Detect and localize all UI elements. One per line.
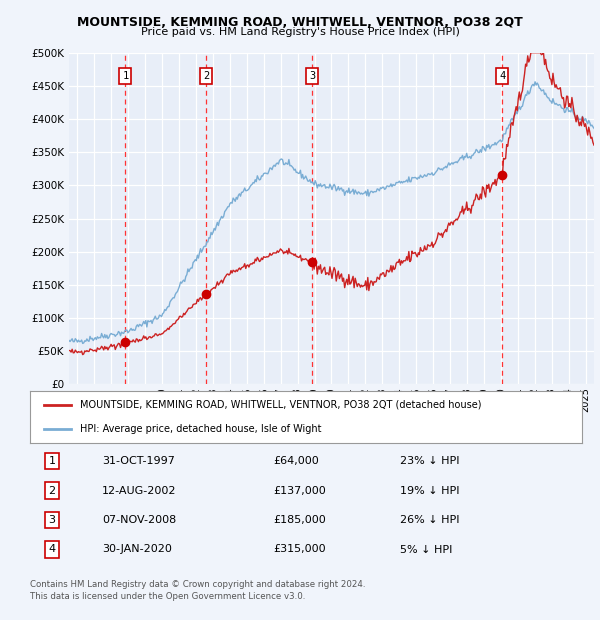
Text: Contains HM Land Registry data © Crown copyright and database right 2024.: Contains HM Land Registry data © Crown c… <box>30 580 365 589</box>
Text: HPI: Average price, detached house, Isle of Wight: HPI: Average price, detached house, Isle… <box>80 424 321 434</box>
Text: £64,000: £64,000 <box>273 456 319 466</box>
Text: 2: 2 <box>203 71 209 81</box>
Text: 4: 4 <box>49 544 56 554</box>
Text: MOUNTSIDE, KEMMING ROAD, WHITWELL, VENTNOR, PO38 2QT (detached house): MOUNTSIDE, KEMMING ROAD, WHITWELL, VENTN… <box>80 400 481 410</box>
Text: 31-OCT-1997: 31-OCT-1997 <box>102 456 175 466</box>
Text: 12-AUG-2002: 12-AUG-2002 <box>102 485 176 495</box>
Text: Price paid vs. HM Land Registry's House Price Index (HPI): Price paid vs. HM Land Registry's House … <box>140 27 460 37</box>
Text: 2: 2 <box>49 485 56 495</box>
Text: 1: 1 <box>122 71 128 81</box>
Text: £185,000: £185,000 <box>273 515 326 525</box>
Text: £315,000: £315,000 <box>273 544 326 554</box>
Text: 26% ↓ HPI: 26% ↓ HPI <box>400 515 460 525</box>
Text: £137,000: £137,000 <box>273 485 326 495</box>
Text: This data is licensed under the Open Government Licence v3.0.: This data is licensed under the Open Gov… <box>30 592 305 601</box>
Text: 3: 3 <box>309 71 315 81</box>
Text: 4: 4 <box>499 71 505 81</box>
Text: 1: 1 <box>49 456 56 466</box>
Text: 19% ↓ HPI: 19% ↓ HPI <box>400 485 460 495</box>
Text: 23% ↓ HPI: 23% ↓ HPI <box>400 456 460 466</box>
Text: 3: 3 <box>49 515 56 525</box>
Text: 5% ↓ HPI: 5% ↓ HPI <box>400 544 452 554</box>
Text: 30-JAN-2020: 30-JAN-2020 <box>102 544 172 554</box>
Text: MOUNTSIDE, KEMMING ROAD, WHITWELL, VENTNOR, PO38 2QT: MOUNTSIDE, KEMMING ROAD, WHITWELL, VENTN… <box>77 16 523 29</box>
Text: 07-NOV-2008: 07-NOV-2008 <box>102 515 176 525</box>
